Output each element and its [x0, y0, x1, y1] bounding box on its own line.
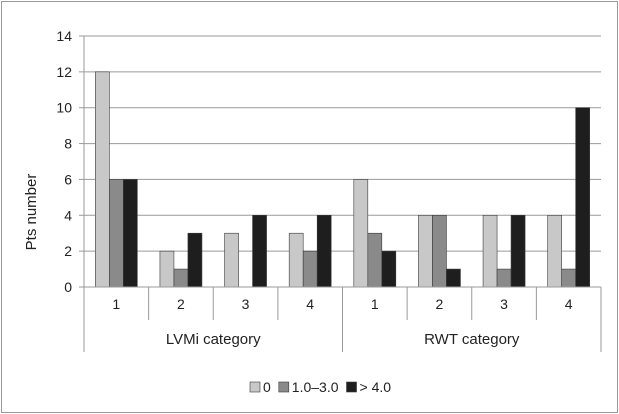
- legend-swatch-0: [249, 381, 261, 393]
- bar-series-2-cat-5: [446, 268, 461, 288]
- y-tick-label: 0: [64, 279, 72, 295]
- y-tick-label: 8: [64, 136, 72, 152]
- legend-label-1: 1.0–3.0: [292, 379, 339, 395]
- y-tick-label: 2: [64, 243, 72, 259]
- x-tick-label: 3: [500, 296, 508, 312]
- y-tick-label: 6: [64, 171, 72, 187]
- y-tick-label: 14: [56, 28, 72, 44]
- bar-series-0-cat-4: [353, 179, 369, 288]
- x-tick-label: 1: [112, 296, 120, 312]
- bar-series-0-cat-2: [224, 232, 239, 288]
- bar-series-1-cat-1: [173, 268, 189, 288]
- bar-series-1-cat-0: [109, 179, 124, 288]
- x-tick-label: 2: [436, 296, 444, 312]
- x-tick-label: 4: [306, 296, 314, 312]
- bar-series-1-cat-3: [302, 250, 318, 288]
- y-tick-label: 4: [64, 207, 72, 223]
- legend-label-0: 0: [263, 379, 271, 395]
- bar-series-2-cat-4: [381, 250, 397, 288]
- y-tick-label: 10: [56, 100, 72, 116]
- bar-series-0-cat-0: [95, 71, 110, 288]
- bar-series-0-cat-3: [288, 232, 304, 288]
- legend: 0 1.0–3.0 > 4.0: [249, 379, 392, 395]
- bar-series-2-cat-2: [252, 214, 267, 288]
- bar-series-2-cat-7: [575, 107, 590, 288]
- legend-swatch-1: [278, 381, 290, 393]
- x-tick-label: 2: [177, 296, 185, 312]
- bar-series-1-cat-6: [496, 268, 512, 288]
- bar-series-0-cat-7: [547, 214, 562, 288]
- bar-series-2-cat-3: [316, 214, 332, 288]
- bar-series-2-cat-6: [510, 214, 526, 288]
- y-tick-label: 12: [56, 64, 72, 80]
- x-tick-label: 3: [242, 296, 250, 312]
- legend-swatch-2: [346, 381, 357, 393]
- x-tick-label: 1: [371, 296, 379, 312]
- axes: [79, 35, 602, 352]
- x-tick-label: 4: [565, 296, 573, 312]
- y-tick-labels: 0 2 4 6 8 10 12 14: [56, 28, 72, 295]
- bar-series-2-cat-1: [187, 232, 203, 288]
- bar-series-1-cat-5: [432, 214, 447, 288]
- bar-series-0-cat-1: [159, 250, 175, 288]
- bar-series-1-cat-7: [561, 268, 576, 288]
- group-label: LVMi category: [166, 331, 261, 348]
- x-tick-labels: 1 2 3 4 1 2 3 4: [112, 296, 572, 312]
- bar-series-2-cat-0: [123, 179, 138, 288]
- group-labels: LVMi category RWT category: [166, 331, 520, 348]
- bars: [95, 71, 590, 288]
- bar-series-0-cat-6: [482, 214, 498, 288]
- bar-series-0-cat-5: [418, 214, 433, 288]
- legend-label-2: > 4.0: [360, 379, 392, 395]
- y-axis-label: Pts number: [23, 174, 40, 251]
- group-label: RWT category: [424, 331, 520, 348]
- bar-series-1-cat-4: [367, 232, 383, 288]
